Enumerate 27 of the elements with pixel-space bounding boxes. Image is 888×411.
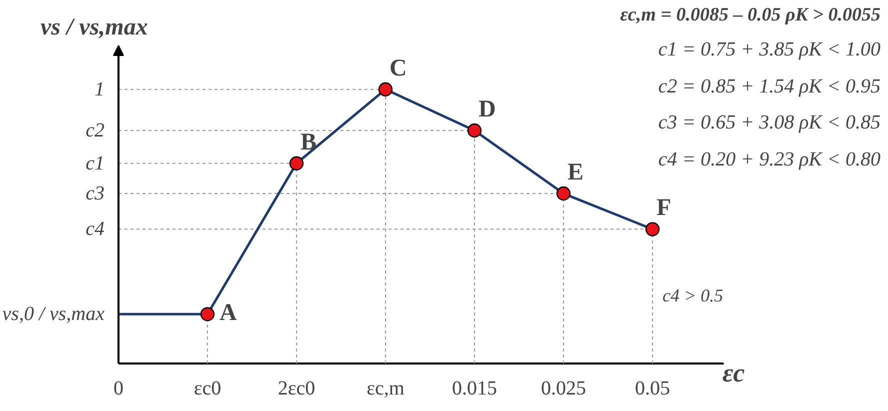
x-tick-label: 0 [114,378,124,400]
y-tick-label: c4 [86,218,105,240]
y-tick-label: c2 [86,119,105,142]
annotation: A [220,300,238,326]
annotation: c2 = 0.85 + 1.54 ρK < 0.95 [658,76,881,98]
x-tick-label: εc0 [194,378,222,400]
annotation: c1 = 0.75 + 3.85 ρK < 1.00 [658,38,881,60]
x-tick-label: 2εc0 [278,378,316,400]
text: εc,m = 0.0085 – 0.05 ρK > 0.0055 [620,4,881,26]
annotation: c4 = 0.20 + 9.23 ρK < 0.80 [658,148,881,170]
x-axis-title: εc [722,358,746,388]
y-axis-title: vs / vs,max [40,14,148,40]
annotation: B [300,129,317,156]
y-tick-label: 1 [94,78,104,100]
x-tick-label: εc,m [366,378,405,400]
annotation: D [478,96,496,122]
x-tick-label: 0.05 [635,378,670,400]
annotation: F [656,195,672,222]
annotation: c3 = 0.65 + 3.08 ρK < 0.85 [658,112,881,134]
y-tick-label: c3 [86,182,105,205]
annotation: C [390,55,407,82]
y-tick-label: c1 [86,152,105,174]
annotation: E [568,160,584,186]
annotation: c4 > 0.5 [662,286,724,306]
y-tick-label: vs,0 / vs,max [2,303,105,326]
x-tick-label: 0.015 [452,378,497,400]
x-tick-label: 0.025 [541,378,586,400]
